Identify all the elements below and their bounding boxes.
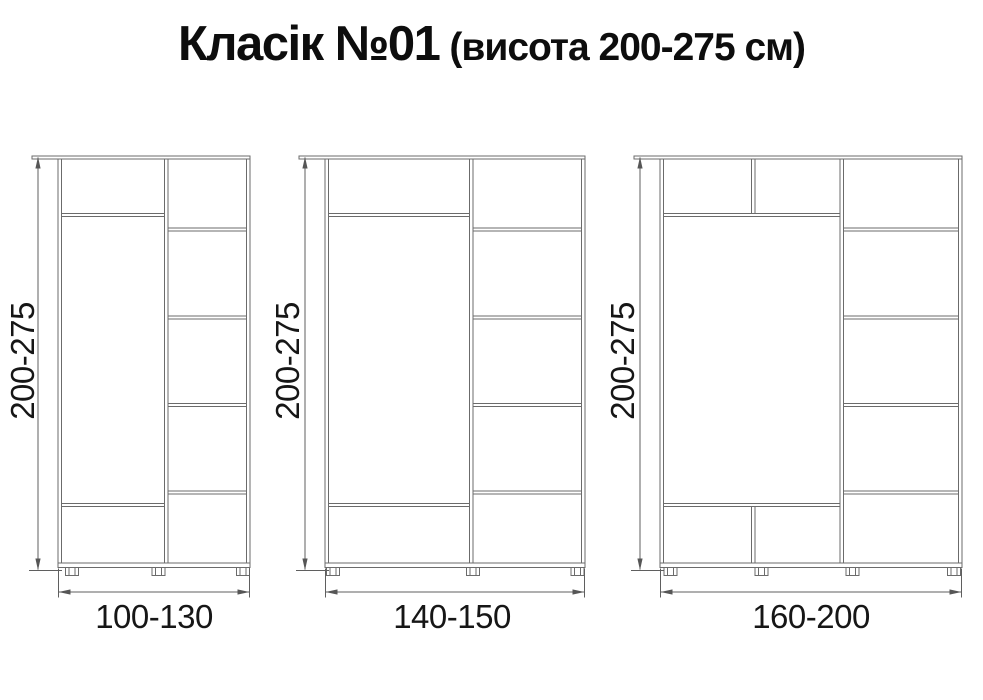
right-shelf	[842, 490, 960, 495]
height-dimension: 200-275	[604, 156, 664, 571]
right-shelf	[167, 315, 248, 320]
arrowhead-up	[637, 156, 643, 169]
arrowhead-left	[58, 589, 71, 595]
left-top-shelf	[662, 213, 841, 218]
right-side-panel	[581, 158, 586, 564]
foot	[326, 567, 340, 576]
foot	[570, 567, 585, 576]
title-main: Класік №01	[177, 17, 441, 71]
top-panel	[31, 155, 251, 160]
bottom-panel	[324, 562, 586, 569]
bottom-panel	[659, 562, 963, 569]
right-shelf	[472, 227, 583, 232]
foot	[236, 567, 250, 576]
top-panel	[633, 155, 963, 160]
height-dimension: 200-275	[269, 156, 329, 571]
foot	[947, 567, 961, 576]
height-dimension: 200-275	[4, 156, 62, 571]
width-label: 140-150	[393, 598, 511, 635]
wardrobe-2: 200-275 140-150	[269, 155, 586, 635]
vertical-divider	[469, 158, 474, 564]
top-compartment-divider	[750, 158, 756, 214]
wardrobe-3: 200-275 160-200	[604, 155, 963, 635]
width-dimension: 140-150	[325, 568, 585, 635]
left-bottom-shelf	[327, 503, 471, 508]
left-top-shelf	[327, 213, 471, 218]
top-panel	[298, 155, 586, 160]
arrowhead-left	[325, 589, 338, 595]
wardrobe-1: 200-275 100-130	[4, 155, 251, 635]
title-suffix: (висота 200-275 см)	[449, 26, 806, 69]
right-shelf	[167, 227, 248, 232]
right-shelf	[842, 227, 960, 232]
height-label: 200-275	[604, 302, 641, 420]
width-label: 100-130	[95, 598, 213, 635]
foot	[65, 567, 79, 576]
arrowhead-right	[237, 589, 250, 595]
arrowhead-down	[302, 558, 308, 571]
arrowhead-up	[302, 156, 308, 169]
arrowhead-up	[35, 156, 41, 169]
width-dimension: 100-130	[58, 568, 250, 635]
right-shelf	[472, 490, 583, 495]
width-dimension: 160-200	[660, 568, 962, 635]
right-shelf	[167, 403, 248, 408]
width-label: 160-200	[752, 598, 870, 635]
vertical-divider	[164, 158, 169, 564]
right-shelf	[842, 403, 960, 408]
height-label: 200-275	[269, 302, 306, 420]
arrowhead-right	[949, 589, 962, 595]
left-bottom-shelf	[60, 503, 166, 508]
arrowhead-down	[35, 558, 41, 571]
foot	[845, 567, 860, 576]
foot	[754, 567, 769, 576]
left-top-shelf	[60, 213, 166, 218]
arrowhead-left	[660, 589, 673, 595]
height-label: 200-275	[4, 302, 41, 420]
left-side-panel	[57, 158, 62, 564]
right-shelf	[167, 490, 248, 495]
right-shelf	[842, 315, 960, 320]
right-side-panel	[958, 158, 963, 564]
right-shelf	[472, 315, 583, 320]
bottom-compartment-divider	[750, 506, 756, 564]
right-shelf	[472, 403, 583, 408]
right-side-panel	[246, 158, 251, 564]
arrowhead-down	[637, 558, 643, 571]
foot	[466, 567, 480, 576]
vertical-divider	[839, 158, 844, 564]
page-title: Класік №01 (висота 200-275 см)	[0, 16, 983, 72]
left-side-panel	[324, 158, 329, 564]
bottom-panel	[57, 562, 251, 569]
foot	[663, 567, 678, 576]
foot	[151, 567, 166, 576]
arrowhead-right	[572, 589, 585, 595]
left-side-panel	[659, 158, 664, 564]
